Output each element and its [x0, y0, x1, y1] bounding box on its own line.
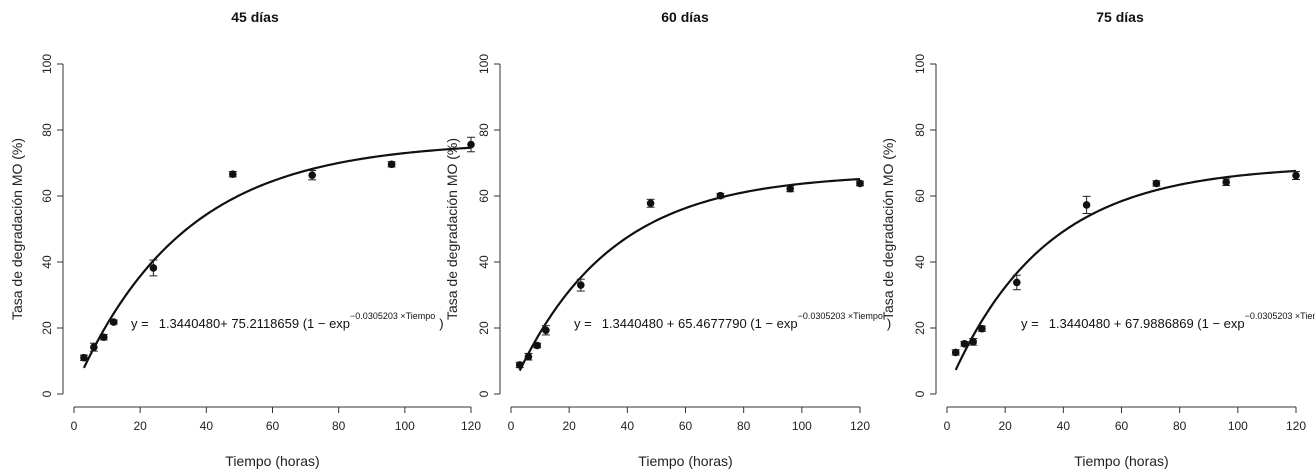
chart-panel-1: 45 días 0 20 40 60 80 100 0 20 40 60 80 100 120 Tiempo… [9, 9, 481, 469]
fit-equation: y = 1.3440480 + 67.9886869 (1 − exp−0.030… [1021, 311, 1315, 331]
y-tick-label: 60 [913, 189, 927, 203]
data-point [960, 340, 969, 348]
data-point [786, 184, 794, 193]
y-tick-label: 20 [40, 321, 54, 335]
chart-panel-2: 60 días 0 20 40 60 80 100 0 20 40 60 80 100 120 Tiempo… [444, 9, 891, 469]
data-point [1222, 178, 1230, 186]
data-point [978, 324, 986, 333]
x-axis-label: Tiempo (horas) [225, 453, 319, 469]
data-point [467, 140, 475, 149]
x-tick-label: 100 [395, 419, 415, 433]
data-point [109, 318, 118, 326]
fit-equation: y = 1.3440480+ 75.2118659 (1 − exp−0.0305… [131, 311, 444, 331]
fitted-curve [518, 177, 861, 372]
data-point [646, 199, 655, 208]
data-point [533, 341, 541, 350]
chart-title: 75 días [1096, 9, 1144, 25]
data-point [387, 160, 396, 169]
equation-exponent: −0.0305203 ×Tiempo [350, 311, 435, 321]
y-tick-label: 80 [477, 123, 491, 137]
data-point [716, 191, 725, 200]
x-tick-label: 0 [508, 419, 515, 433]
x-tick-label: 80 [332, 419, 346, 433]
y-tick-label: 100 [477, 54, 491, 74]
chart-title: 60 días [661, 9, 709, 25]
x-tick-label: 40 [200, 419, 214, 433]
x-tick-label: 60 [266, 419, 280, 433]
x-tick-label: 100 [1228, 419, 1248, 433]
y-tick-label: 60 [477, 189, 491, 203]
equation-body: 1.3440480 + 65.4677790 (1 − exp [602, 316, 798, 331]
x-axis-label: Tiempo (horas) [638, 453, 732, 469]
data-point [969, 338, 977, 346]
data-point [229, 170, 237, 179]
data-point [308, 171, 317, 180]
data-point [1152, 179, 1161, 188]
y-tick-label: 20 [477, 321, 491, 335]
x-tick-label: 0 [71, 419, 78, 433]
data-point [524, 352, 533, 361]
y-tick-label: 40 [913, 255, 927, 269]
fitted-curve [954, 169, 1297, 371]
y-tick-label: 100 [913, 54, 927, 74]
x-tick-label: 120 [461, 419, 481, 433]
y-tick-label: 0 [913, 390, 927, 397]
equation-suffix: ) [439, 316, 443, 331]
y-tick-label: 0 [40, 390, 54, 397]
fit-equation: y = 1.3440480 + 65.4677790 (1 − exp−0.030… [574, 311, 891, 331]
data-point [80, 353, 88, 362]
x-axis-label: Tiempo (horas) [1074, 453, 1168, 469]
y-axis-label: Tasa de degradación MO (%) [444, 138, 460, 320]
y-tick-label: 100 [40, 54, 54, 74]
y-tick-label: 80 [913, 123, 927, 137]
y-tick-label: 80 [40, 123, 54, 137]
y-tick-label: 0 [477, 390, 491, 397]
x-tick-label: 80 [737, 419, 751, 433]
equation-body: 1.3440480+ 75.2118659 (1 − exp [159, 316, 350, 331]
x-tick-label: 100 [792, 419, 812, 433]
y-tick-label: 20 [913, 321, 927, 335]
equation-prefix: y = [574, 316, 592, 331]
data-point [149, 264, 158, 272]
x-tick-label: 120 [850, 419, 870, 433]
data-point [99, 333, 108, 342]
data-point [90, 343, 98, 351]
x-tick-label: 0 [944, 419, 951, 433]
x-tick-label: 20 [998, 419, 1012, 433]
data-point [577, 281, 585, 289]
x-tick-label: 40 [621, 419, 635, 433]
data-point [1013, 278, 1021, 287]
equation-prefix: y = [1021, 316, 1039, 331]
chart-panel-3: 75 días 0 20 40 60 80 100 0 20 40 60 80 100 120 Tiempo… [880, 9, 1315, 469]
data-point [1082, 201, 1091, 209]
equation-exponent: −0.0305203 ×Tiempo [798, 311, 883, 321]
equation-exponent: −0.0305203 ×Tiempo [1245, 311, 1315, 321]
data-point [951, 348, 960, 357]
y-tick-label: 60 [40, 189, 54, 203]
data-point [856, 179, 864, 188]
chart-title: 45 días [231, 9, 279, 25]
data-point [1292, 171, 1300, 180]
x-tick-label: 120 [1286, 419, 1306, 433]
x-tick-label: 60 [679, 419, 693, 433]
data-point [542, 326, 550, 335]
y-axis-label: Tasa de degradación MO (%) [880, 138, 896, 320]
y-tick-label: 40 [477, 255, 491, 269]
equation-body: 1.3440480 + 67.9886869 (1 − exp [1049, 316, 1245, 331]
x-tick-label: 40 [1057, 419, 1071, 433]
x-tick-label: 20 [133, 419, 147, 433]
x-tick-label: 60 [1115, 419, 1129, 433]
data-point [515, 361, 524, 369]
x-tick-label: 80 [1173, 419, 1187, 433]
equation-suffix: ) [887, 316, 891, 331]
x-tick-label: 20 [562, 419, 576, 433]
equation-prefix: y = [131, 316, 149, 331]
y-tick-label: 40 [40, 255, 54, 269]
fitted-curve [82, 146, 472, 369]
y-axis-label: Tasa de degradación MO (%) [9, 138, 25, 320]
